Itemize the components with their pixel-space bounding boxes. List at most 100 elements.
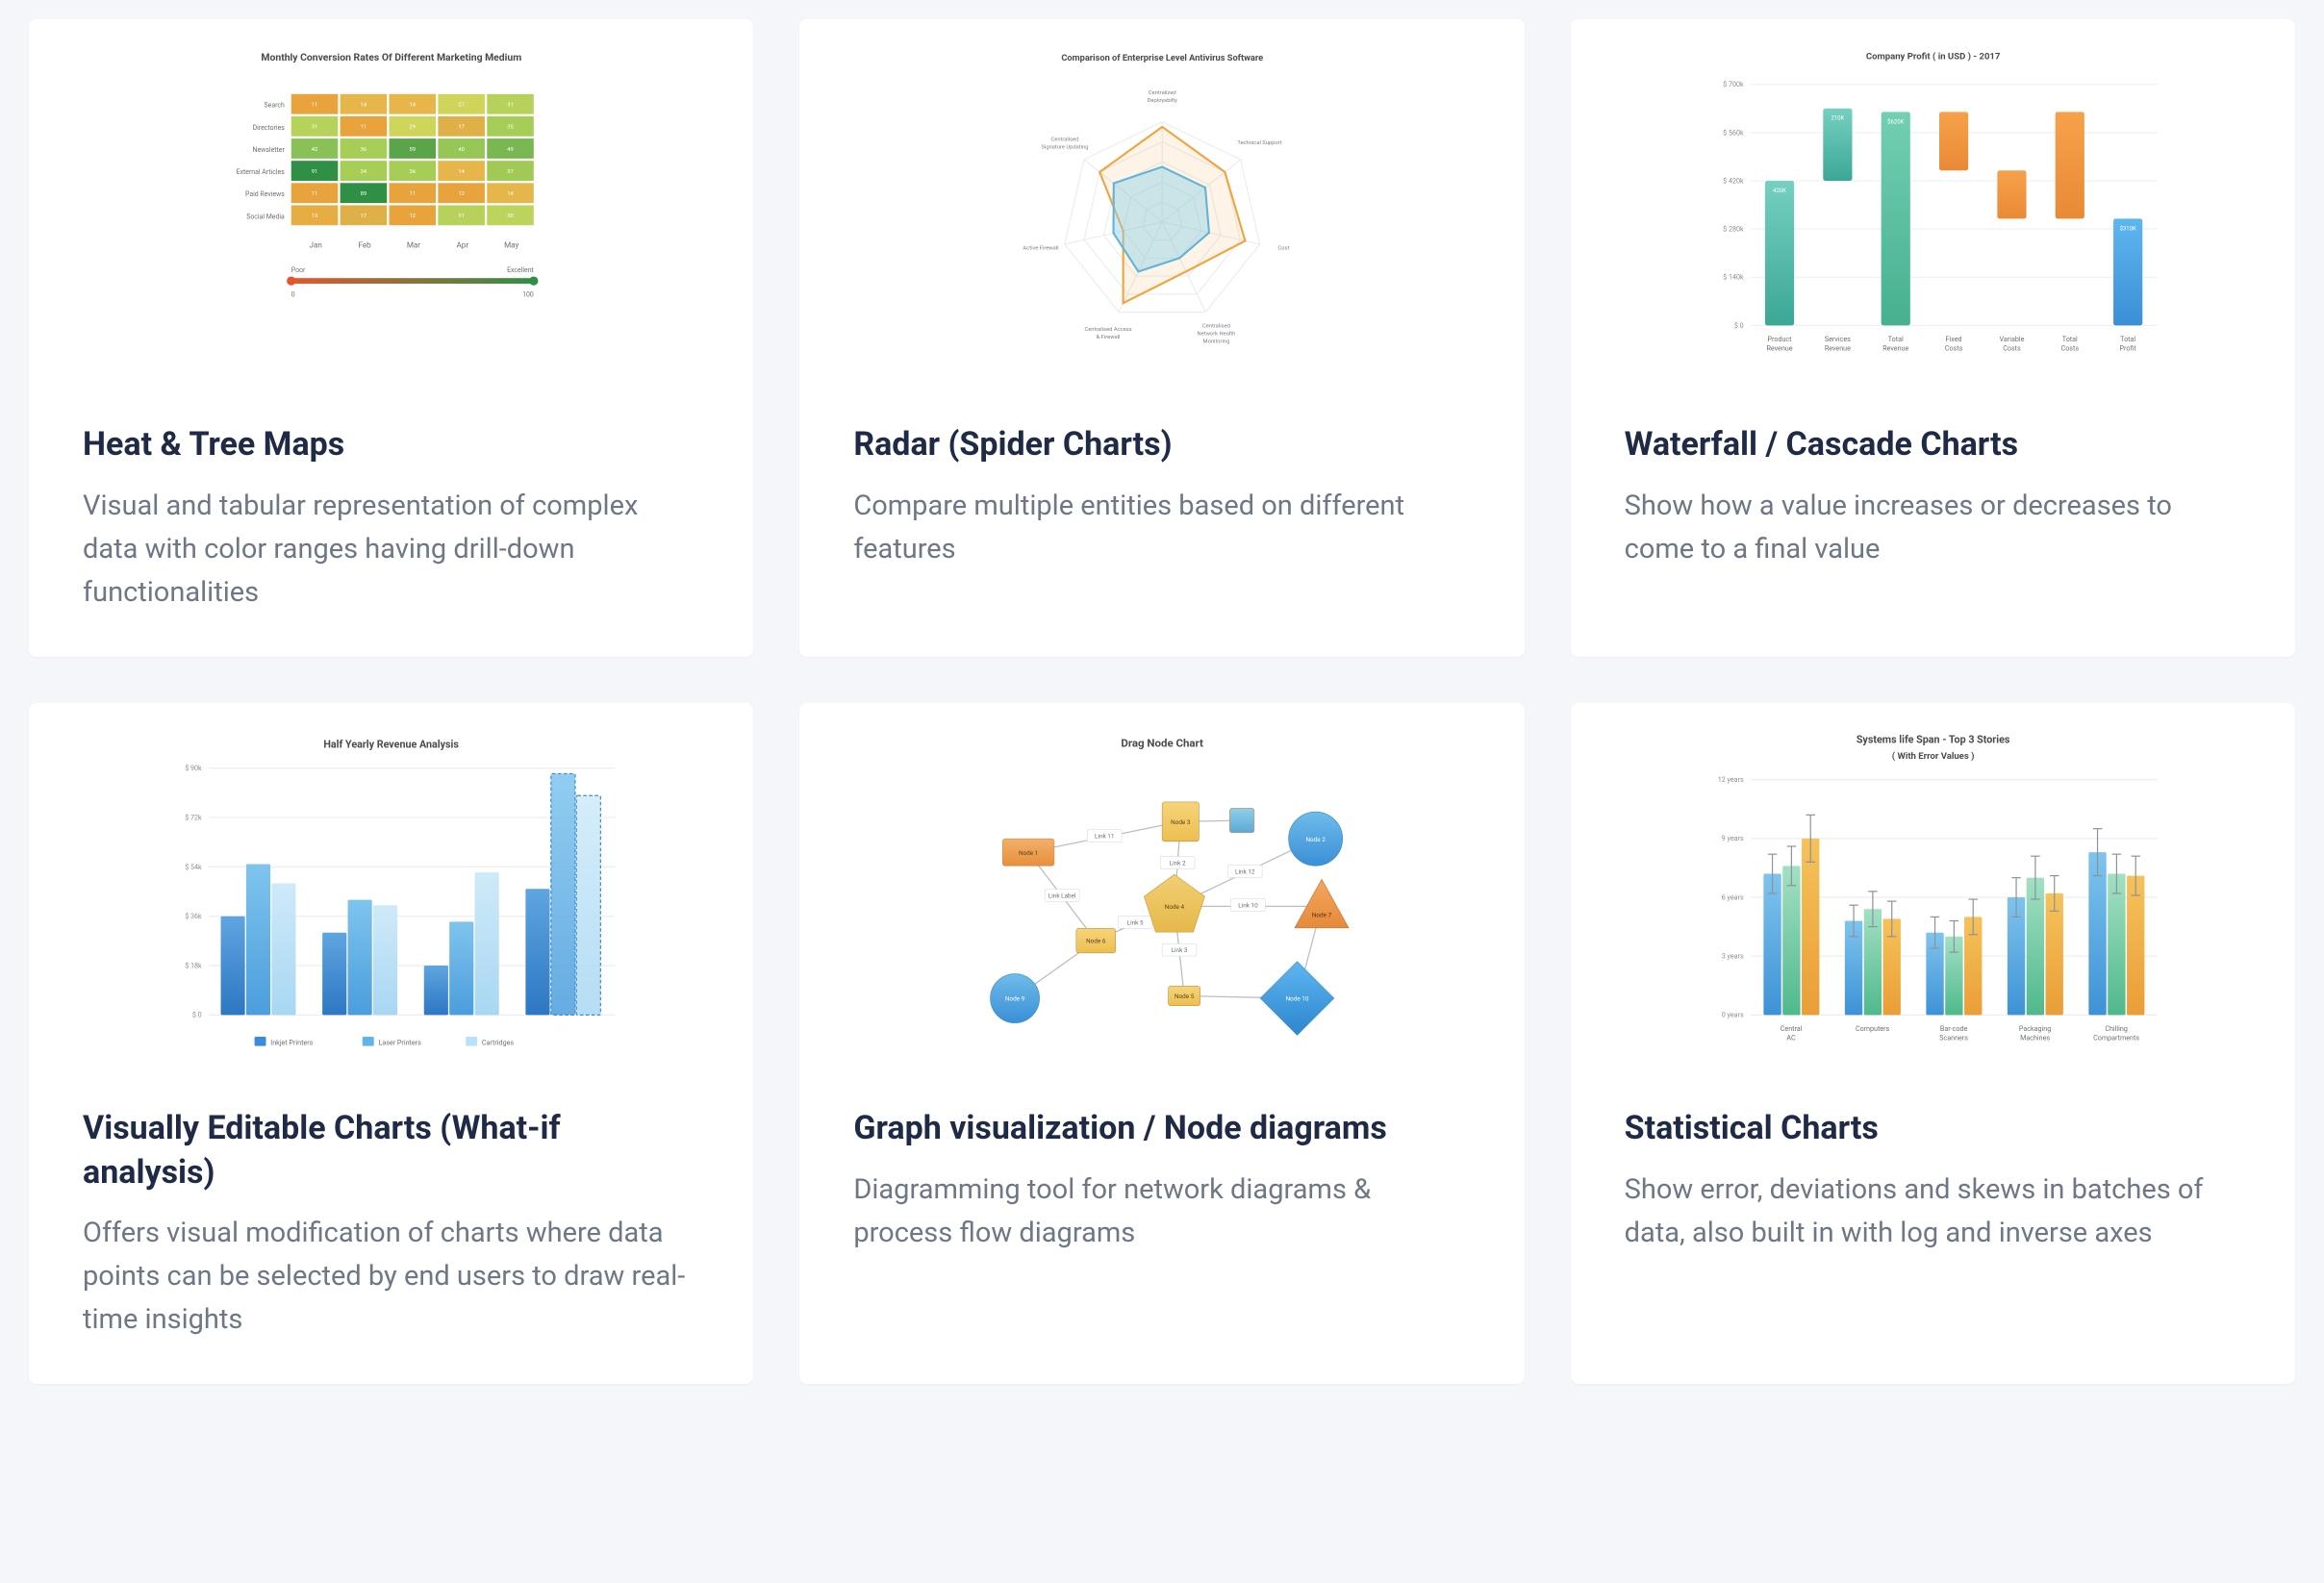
svg-text:Poor: Poor	[291, 266, 306, 274]
svg-text:91: 91	[312, 169, 317, 175]
svg-text:Revenue: Revenue	[1825, 344, 1851, 353]
card-description: Compare multiple entities based on diffe…	[853, 485, 1470, 571]
svg-text:Laser Printers: Laser Printers	[379, 1038, 422, 1046]
card-title: Visually Editable Charts (What-if analys…	[83, 1107, 699, 1195]
svg-text:Node 7: Node 7	[1312, 911, 1332, 918]
svg-text:17: 17	[361, 214, 366, 219]
svg-text:Half Yearly Revenue Analysis: Half Yearly Revenue Analysis	[323, 738, 459, 750]
svg-text:Paid Reviews: Paid Reviews	[245, 190, 285, 198]
svg-text:210K: 210K	[1831, 115, 1844, 122]
svg-text:Variable: Variable	[1999, 335, 2024, 343]
svg-text:Computers: Computers	[1856, 1024, 1890, 1033]
svg-text:Costs: Costs	[2003, 344, 2021, 353]
svg-text:Node 6: Node 6	[1086, 937, 1106, 944]
card-title: Waterfall / Cascade Charts	[1625, 423, 2241, 467]
svg-text:$ 0: $ 0	[192, 1010, 202, 1018]
svg-text:Link 2: Link 2	[1170, 859, 1186, 867]
svg-text:$ 140k: $ 140k	[1723, 273, 1744, 282]
svg-text:17: 17	[458, 125, 464, 131]
svg-text:3 years: 3 years	[1721, 951, 1743, 960]
svg-text:External Articles: External Articles	[236, 168, 285, 176]
svg-text:89: 89	[361, 191, 366, 197]
svg-text:14: 14	[409, 103, 416, 109]
svg-text:& Firewall: & Firewall	[1096, 335, 1120, 340]
svg-text:14: 14	[507, 191, 514, 197]
svg-text:Network Health: Network Health	[1197, 332, 1235, 338]
svg-text:Monitoring: Monitoring	[1202, 339, 1229, 345]
svg-text:Revenue: Revenue	[1766, 344, 1792, 353]
svg-text:34: 34	[361, 169, 367, 175]
svg-text:29: 29	[409, 125, 415, 131]
chart-thumbnail: Comparison of Enterprise Level Antivirus…	[799, 19, 1524, 404]
svg-text:11: 11	[361, 125, 366, 131]
card-title: Heat & Tree Maps	[83, 423, 699, 467]
card-body: Statistical Charts Show error, deviations…	[1571, 1088, 2295, 1255]
svg-text:$-140K: $-140K	[2003, 224, 2021, 231]
svg-text:Costs: Costs	[1945, 344, 1963, 353]
card-description: Show how a value increases or decreases …	[1625, 485, 2241, 571]
svg-text:Link 11: Link 11	[1095, 832, 1114, 840]
card-description: Visual and tabular representation of com…	[83, 485, 699, 615]
svg-text:0: 0	[291, 290, 295, 298]
svg-text:35: 35	[507, 125, 514, 131]
card-title: Statistical Charts	[1625, 1107, 2241, 1151]
svg-text:14: 14	[361, 103, 367, 109]
svg-text:Link Label: Link Label	[1048, 892, 1076, 899]
card-body: Heat & Tree Maps Visual and tabular repre…	[29, 404, 753, 615]
svg-text:Fixed: Fixed	[1945, 335, 1961, 343]
svg-text:Node 3: Node 3	[1171, 818, 1191, 826]
svg-text:12 years: 12 years	[1717, 775, 1743, 784]
svg-text:Drag Node Chart: Drag Node Chart	[1121, 736, 1203, 749]
svg-text:Systems life Span - Top 3 Stor: Systems life Span - Top 3 Stories	[1857, 733, 2010, 745]
svg-text:Technical Support: Technical Support	[1237, 140, 1281, 146]
svg-text:100: 100	[522, 290, 534, 298]
svg-text:Link 10: Link 10	[1238, 901, 1258, 909]
svg-text:Node 2: Node 2	[1305, 835, 1326, 842]
svg-text:36: 36	[361, 147, 366, 153]
svg-text:Centralised Access: Centralised Access	[1084, 327, 1131, 333]
svg-text:Bar-code: Bar-code	[1940, 1024, 1968, 1033]
svg-text:$-310K: $-310K	[2060, 224, 2079, 231]
svg-text:$ 700k: $ 700k	[1723, 80, 1744, 88]
svg-text:Link 3: Link 3	[1171, 946, 1187, 954]
svg-text:0 years: 0 years	[1721, 1010, 1743, 1018]
chart-thumbnail: Half Yearly Revenue Analysis$ 0$ 18k$ 36…	[29, 703, 753, 1088]
svg-text:Inkjet Printers: Inkjet Printers	[270, 1038, 313, 1046]
svg-text:Centralised: Centralised	[1050, 138, 1078, 143]
svg-text:36: 36	[409, 169, 415, 175]
svg-text:Cost: Cost	[1277, 246, 1289, 252]
svg-text:31: 31	[507, 103, 513, 109]
chart-card-statistical[interactable]: Systems life Span - Top 3 Stories( With …	[1571, 703, 2295, 1385]
card-description: Show error, deviations and skews in batc…	[1625, 1168, 2241, 1255]
chart-card-graph[interactable]: Drag Node Chart Link 11 Link 2 Link Label Li…	[799, 703, 1524, 1385]
svg-text:$ 18k: $ 18k	[185, 961, 202, 969]
svg-text:Node 10: Node 10	[1285, 994, 1308, 1002]
svg-text:420K: 420K	[1773, 188, 1786, 194]
svg-text:37: 37	[507, 169, 513, 175]
svg-text:14: 14	[458, 169, 465, 175]
chart-card-radar[interactable]: Comparison of Enterprise Level Antivirus…	[799, 19, 1524, 657]
svg-text:49: 49	[507, 147, 513, 153]
svg-text:Scanners: Scanners	[1939, 1033, 1968, 1042]
svg-text:Company Profit ( in USD ) - 20: Company Profit ( in USD ) - 2017	[1866, 51, 2001, 62]
card-body: Visually Editable Charts (What-if analys…	[29, 1088, 753, 1343]
svg-text:13: 13	[312, 214, 317, 219]
svg-text:$ 280k: $ 280k	[1723, 225, 1744, 234]
svg-text:Feb: Feb	[358, 239, 371, 249]
svg-text:Profit: Profit	[2119, 344, 2136, 353]
chart-card-waterfall[interactable]: Company Profit ( in USD ) - 2017$ 0$ 140…	[1571, 19, 2295, 657]
chart-thumbnail: Drag Node Chart Link 11 Link 2 Link Label Li…	[799, 703, 1524, 1088]
svg-text:$ 54k: $ 54k	[185, 862, 202, 870]
svg-text:12: 12	[458, 191, 465, 197]
chart-card-editable[interactable]: Half Yearly Revenue Analysis$ 0$ 18k$ 36…	[29, 703, 753, 1385]
svg-text:Node 9: Node 9	[1005, 994, 1025, 1002]
svg-text:$620K: $620K	[1887, 118, 1904, 125]
svg-text:Link 5: Link 5	[1126, 918, 1143, 926]
chart-card-heatmap[interactable]: Monthly Conversion Rates Of Different Ma…	[29, 19, 753, 657]
svg-text:Central: Central	[1780, 1024, 1802, 1033]
svg-text:Social Media: Social Media	[246, 213, 285, 220]
svg-text:Total: Total	[1887, 335, 1903, 343]
svg-text:Costs: Costs	[2060, 344, 2079, 353]
svg-text:31: 31	[312, 125, 317, 131]
svg-text:Mar: Mar	[407, 239, 420, 249]
